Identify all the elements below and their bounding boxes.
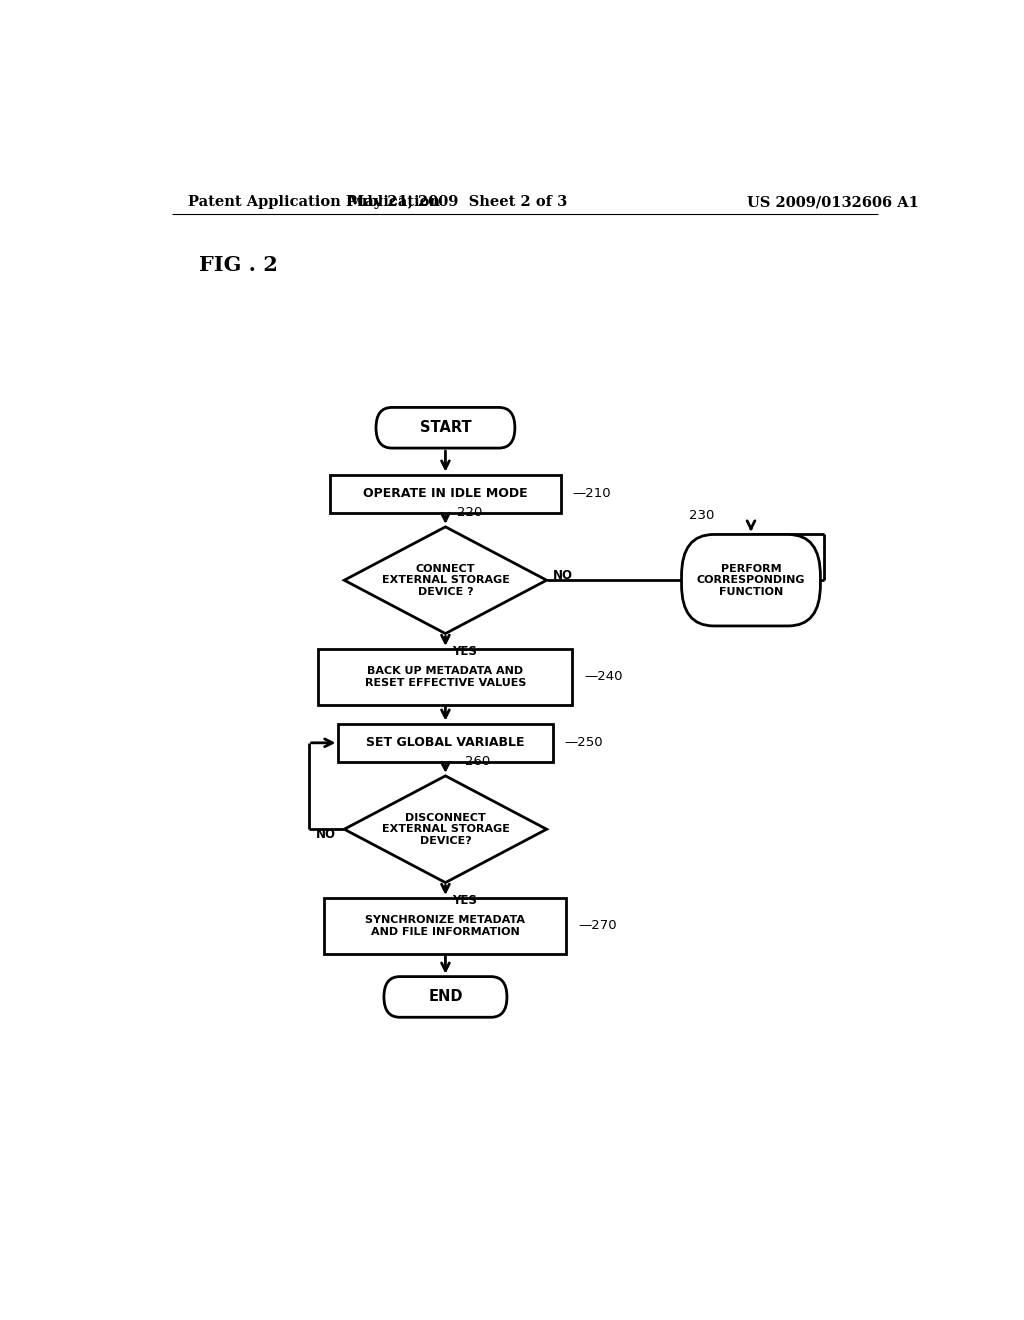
Text: May 21, 2009  Sheet 2 of 3: May 21, 2009 Sheet 2 of 3: [348, 195, 567, 209]
Text: END: END: [428, 990, 463, 1005]
Bar: [338, 723, 553, 762]
Bar: [331, 474, 560, 513]
Bar: [318, 649, 572, 705]
Text: 260: 260: [465, 755, 490, 768]
Text: BACK UP METADATA AND
RESET EFFECTIVE VALUES: BACK UP METADATA AND RESET EFFECTIVE VAL…: [365, 667, 526, 688]
Text: —250: —250: [564, 737, 603, 750]
Text: START: START: [420, 420, 471, 436]
Text: SET GLOBAL VARIABLE: SET GLOBAL VARIABLE: [367, 737, 524, 750]
Text: US 2009/0132606 A1: US 2009/0132606 A1: [748, 195, 919, 209]
FancyBboxPatch shape: [376, 408, 515, 447]
Text: SYNCHRONIZE METADATA
AND FILE INFORMATION: SYNCHRONIZE METADATA AND FILE INFORMATIO…: [366, 915, 525, 937]
Polygon shape: [344, 527, 547, 634]
Text: CONNECT
EXTERNAL STORAGE
DEVICE ?: CONNECT EXTERNAL STORAGE DEVICE ?: [382, 564, 509, 597]
Text: NO: NO: [553, 569, 573, 582]
Text: YES: YES: [452, 895, 476, 907]
Text: Patent Application Publication: Patent Application Publication: [187, 195, 439, 209]
Text: YES: YES: [452, 645, 476, 659]
Text: PERFORM
CORRESPONDING
FUNCTION: PERFORM CORRESPONDING FUNCTION: [696, 564, 805, 597]
Text: —240: —240: [585, 671, 623, 684]
FancyBboxPatch shape: [682, 535, 820, 626]
Bar: [325, 898, 566, 954]
Text: DISCONNECT
EXTERNAL STORAGE
DEVICE?: DISCONNECT EXTERNAL STORAGE DEVICE?: [382, 813, 509, 846]
Polygon shape: [344, 776, 547, 883]
Text: FIG . 2: FIG . 2: [200, 255, 279, 275]
FancyBboxPatch shape: [384, 977, 507, 1018]
Text: —270: —270: [579, 919, 617, 932]
Text: —210: —210: [572, 487, 611, 500]
Text: OPERATE IN IDLE MODE: OPERATE IN IDLE MODE: [364, 487, 527, 500]
Text: 230: 230: [689, 510, 715, 523]
Text: NO: NO: [316, 828, 336, 841]
Text: 220: 220: [458, 506, 482, 519]
